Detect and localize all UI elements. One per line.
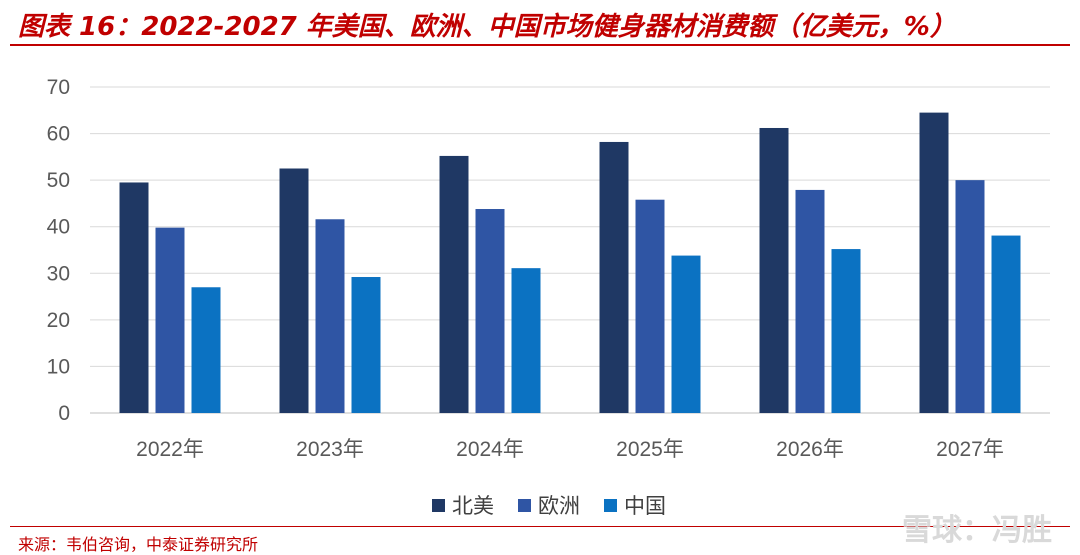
bar-chart: 0 10 20 30 40 50 60 70 2022年 2023年 2024年 2025年 2026… xyxy=(47,76,1050,518)
legend-label: 北美 xyxy=(452,494,494,518)
x-tick-label: 2022年 xyxy=(136,438,204,461)
y-tick-label: 50 xyxy=(47,169,70,192)
bars xyxy=(119,112,1021,414)
bar-欧洲-2024年 xyxy=(475,209,505,413)
bar-欧洲-2022年 xyxy=(155,227,185,413)
bar-北美-2026年 xyxy=(759,127,789,414)
x-tick-label: 2023年 xyxy=(296,438,364,461)
y-tick-label: 20 xyxy=(47,309,70,332)
figure-title: 图表 16：2022-2027 年美国、欧洲、中国市场健身器材消费额（亿美元，%… xyxy=(18,12,956,42)
legend-swatch xyxy=(604,499,617,512)
bar-欧洲-2026年 xyxy=(795,189,825,413)
x-tick-label: 2027年 xyxy=(936,438,1004,461)
bar-北美-2024年 xyxy=(439,155,469,413)
y-tick-label: 10 xyxy=(47,355,70,378)
bar-欧洲-2023年 xyxy=(315,219,345,413)
legend-label: 中国 xyxy=(624,494,666,518)
y-tick-label: 40 xyxy=(47,216,70,239)
watermark: 雪球：冯胜 xyxy=(902,513,1052,548)
legend-swatch xyxy=(518,499,531,512)
bar-中国-2024年 xyxy=(511,268,541,413)
bar-北美-2023年 xyxy=(279,168,309,413)
legend-swatch xyxy=(432,499,445,512)
bar-中国-2025年 xyxy=(671,255,701,413)
bar-北美-2027年 xyxy=(919,112,949,413)
bar-北美-2025年 xyxy=(599,141,629,413)
y-axis-ticks: 0 10 20 30 40 50 60 70 xyxy=(47,76,70,425)
legend-label: 欧洲 xyxy=(538,494,580,518)
bar-中国-2027年 xyxy=(991,235,1021,413)
bar-中国-2022年 xyxy=(191,287,221,413)
bar-北美-2022年 xyxy=(119,182,149,413)
title-rule xyxy=(10,44,1070,46)
bar-中国-2026年 xyxy=(831,249,861,413)
grid-lines xyxy=(90,86,1050,414)
y-tick-label: 30 xyxy=(47,262,70,285)
source-note: 来源：韦伯咨询，中泰证券研究所 xyxy=(18,535,259,554)
bar-欧洲-2025年 xyxy=(635,199,665,413)
bar-欧洲-2027年 xyxy=(955,180,985,413)
x-tick-label: 2024年 xyxy=(456,438,524,461)
y-tick-label: 60 xyxy=(47,123,70,146)
x-tick-label: 2026年 xyxy=(776,438,844,461)
source-rule xyxy=(10,526,1070,527)
legend: 北美 欧洲 中国 xyxy=(432,494,666,518)
x-tick-label: 2025年 xyxy=(616,438,684,461)
x-axis-ticks: 2022年 2023年 2024年 2025年 2026年 2027年 xyxy=(136,438,1004,461)
bar-中国-2023年 xyxy=(351,277,381,413)
y-tick-label: 70 xyxy=(47,76,70,99)
y-tick-label: 0 xyxy=(58,402,70,425)
